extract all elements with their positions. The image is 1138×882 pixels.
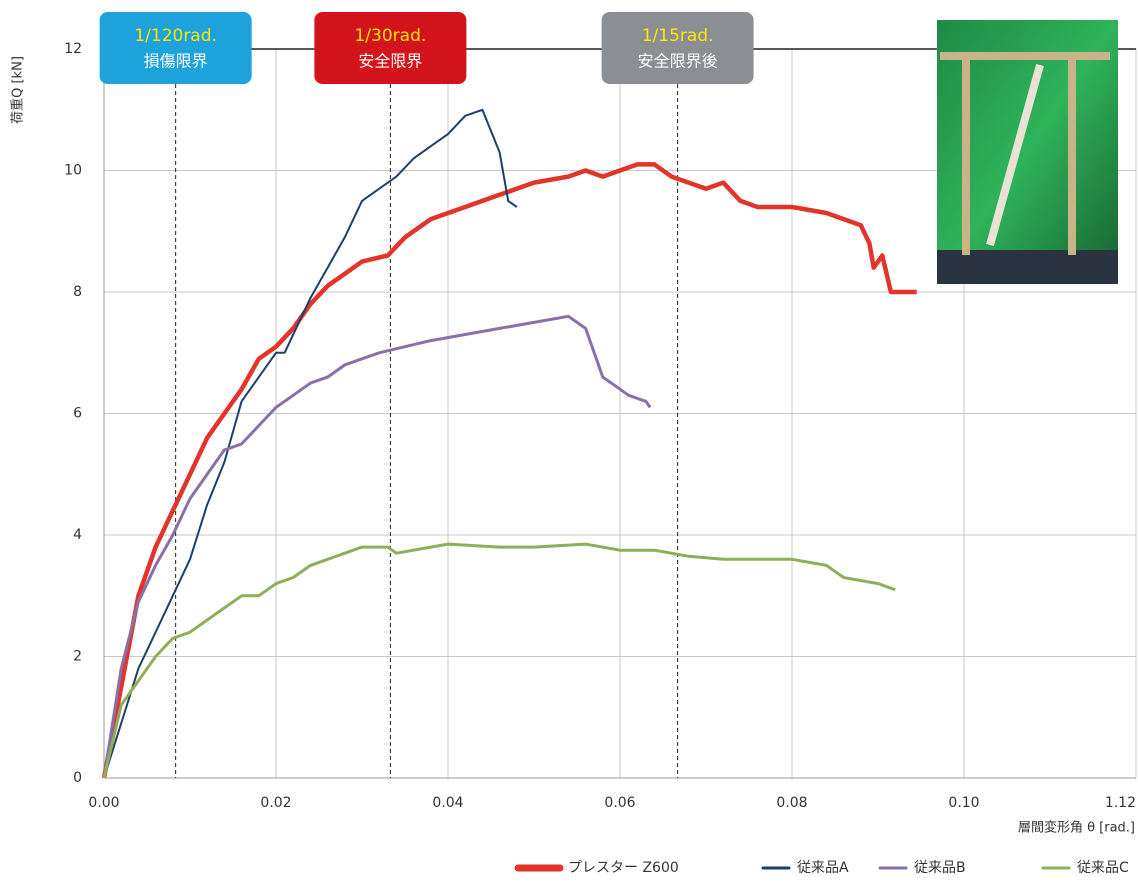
limit-box (100, 12, 252, 84)
limit-label: 1/15rad. (642, 26, 714, 46)
legend-label: プレスター Z600 (568, 860, 679, 876)
x-tick-label: 0.10 (948, 795, 979, 811)
y-tick-label: 12 (64, 41, 82, 57)
y-tick-label: 0 (73, 770, 82, 786)
series-line (104, 544, 895, 778)
limit-text: 安全限界後 (638, 52, 718, 71)
x-tick-label: 0.02 (260, 795, 291, 811)
legend-label: 従来品A (797, 860, 849, 876)
x-tick-label: 1.12 (1105, 795, 1136, 811)
photo-post (1068, 55, 1076, 255)
legend-label: 従来品B (914, 860, 966, 876)
legend-label: 従来品C (1077, 860, 1129, 876)
x-tick-label: 0.00 (88, 795, 119, 811)
x-tick-label: 0.04 (432, 795, 463, 811)
y-tick-label: 8 (73, 284, 82, 300)
x-tick-label: 0.08 (776, 795, 807, 811)
series-line (104, 164, 917, 778)
limit-box (602, 12, 754, 84)
limit-label: 1/30rad. (354, 26, 426, 46)
photo (937, 20, 1118, 284)
limit-text: 損傷限界 (144, 52, 208, 71)
limit-text: 安全限界 (358, 52, 422, 71)
y-tick-label: 10 (64, 163, 82, 179)
y-tick-label: 2 (73, 649, 82, 665)
photo-post (962, 55, 970, 255)
x-axis-label: 層間変形角 θ [rad.] (1018, 820, 1135, 836)
limit-label: 1/120rad. (134, 26, 217, 46)
y-axis-label: 荷重Q [kN] (10, 56, 26, 124)
x-tick-label: 0.06 (604, 795, 635, 811)
y-tick-label: 4 (73, 527, 82, 543)
chart: 荷重Q [kN] 層間変形角 θ [rad.] 0 2 4 6 8 10 12 0.00 0.0… (0, 0, 1138, 882)
photo-floor (937, 250, 1118, 284)
y-tick-label: 6 (73, 406, 82, 422)
limit-box (314, 12, 466, 84)
